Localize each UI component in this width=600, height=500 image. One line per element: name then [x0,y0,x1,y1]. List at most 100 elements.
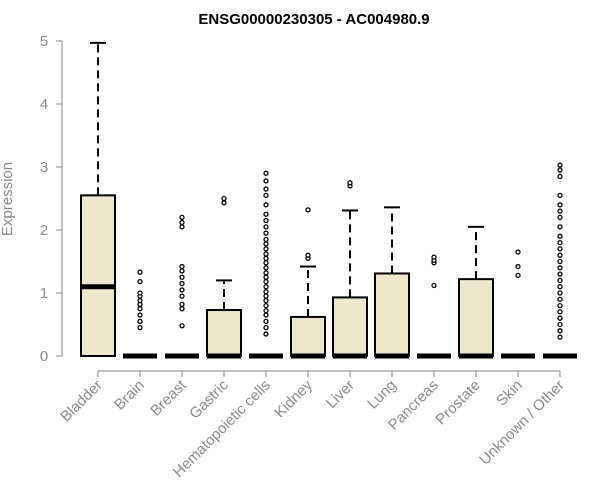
x-tick-label: Brain [111,377,148,414]
y-tick-label: 0 [40,348,48,365]
y-tick-label: 1 [40,285,48,302]
outlier-point [137,318,143,325]
outlier-point [557,258,563,265]
y-axis-label: Expression [0,162,16,236]
outlier-point [263,170,269,176]
outlier-point [557,277,563,284]
outlier-point [179,287,185,293]
outlier-point [431,254,437,260]
outlier-point [557,214,563,221]
chart-title: ENSG00000230305 - AC004980.9 [198,11,429,28]
outlier-point [557,252,563,258]
outlier-point [557,328,563,334]
outlier-point [557,284,563,290]
outlier-point [179,306,185,312]
box-1 [123,269,157,359]
outlier-point [179,293,185,299]
outlier-point [137,297,143,304]
outlier-point [557,265,563,271]
y-tick-label: 4 [40,96,48,113]
outlier-point [137,312,143,318]
outlier-point [263,192,269,199]
outlier-point [263,230,269,236]
outlier-point [557,233,563,239]
outlier-point [263,236,269,243]
x-tick-label: Kidney [271,376,316,421]
outlier-point [137,269,143,275]
x-tick-label: Lung [364,377,400,413]
outlier-point [557,302,563,309]
outlier-point [557,208,563,214]
outlier-point [557,224,563,230]
outlier-point [263,289,269,295]
outlier-point [263,246,269,252]
outlier-point [557,167,563,173]
outlier-point [263,284,269,290]
outlier-point [263,211,269,217]
outlier-point [179,268,185,274]
outlier-point [305,207,311,213]
outlier-point [557,192,563,199]
outlier-point [263,260,269,266]
x-tick-label: Breast [147,376,190,419]
outlier-point [557,271,563,277]
box-8 [417,254,451,359]
box-0 [80,41,116,357]
outlier-point [557,315,563,321]
box-rect [374,272,410,357]
outlier-point [263,293,269,299]
outlier-point [515,272,521,279]
outlier-point [557,173,563,180]
box-11 [543,162,577,359]
y-tick-label: 3 [40,159,48,176]
x-tick-label: Skin [493,377,526,410]
y-tick-label: 5 [40,33,48,50]
outlier-point [557,334,563,340]
outlier-point [137,324,143,331]
outlier-point [263,312,269,318]
outlier-point [221,195,227,202]
outlier-point [263,270,269,276]
box-9 [458,225,494,359]
outlier-point [305,252,311,258]
x-tick-label: Liver [323,377,358,412]
x-tick-label: Prostate [432,377,484,429]
outlier-point [179,323,185,329]
outlier-point [263,202,269,208]
outlier-point [557,246,563,252]
box-rect [206,309,242,358]
outlier-point [557,321,563,328]
box-4 [249,170,283,359]
outlier-point [263,241,269,247]
outlier-point [137,306,143,312]
outlier-point [179,263,185,270]
outlier-point [179,224,185,230]
outlier-point [179,214,185,221]
y-tick-label: 2 [40,222,48,239]
outlier-point [557,202,563,208]
box-rect [290,315,326,358]
outlier-point [263,324,269,331]
outlier-point [431,282,437,289]
outlier-point [515,263,521,270]
outlier-point [179,274,185,280]
outlier-point [263,217,269,224]
outlier-point [263,297,269,304]
outlier-point [263,186,269,192]
outlier-point [221,200,227,206]
x-tick-label: Bladder [57,377,106,426]
outlier-point [263,255,269,262]
outlier-point [263,224,269,230]
y-axis: 0 1 2 3 4 5 [40,33,63,365]
box-5 [290,207,326,359]
outlier-point [179,219,185,226]
outlier-point [263,307,269,314]
box-3 [206,195,242,359]
box-rect [80,194,116,357]
box-rect [332,296,368,358]
outlier-point [557,239,563,246]
outlier-point [137,279,143,285]
outlier-point [179,301,185,307]
outlier-point [557,296,563,302]
